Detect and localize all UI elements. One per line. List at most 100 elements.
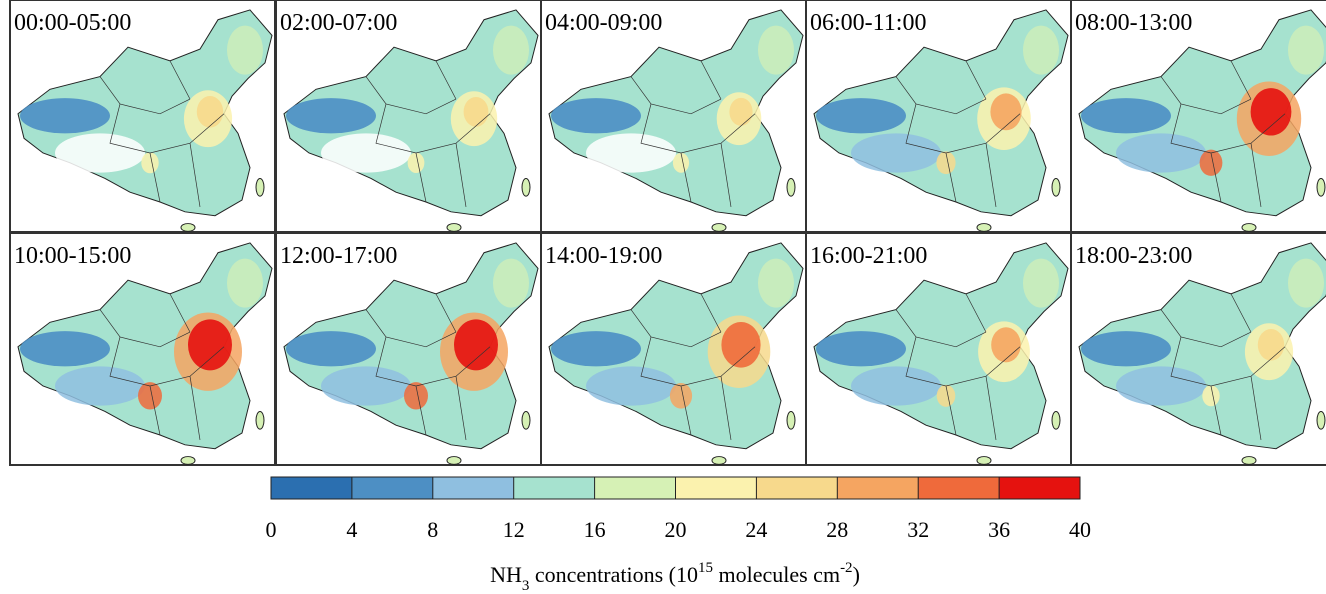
panel-label: 08:00-13:00 — [1075, 10, 1192, 36]
province-lines — [895, 293, 1021, 440]
map — [17, 9, 273, 232]
colorbar-tick-label: 40 — [1069, 517, 1091, 542]
taiwan — [1316, 177, 1326, 197]
region-northeast — [1288, 258, 1324, 308]
region-northeast — [493, 25, 529, 75]
sichuan — [672, 152, 690, 173]
colorbar-segment — [432, 477, 514, 499]
hainan — [1241, 456, 1257, 465]
hotspot-core — [188, 319, 232, 371]
colorbar-segment — [594, 477, 676, 499]
colorbar-label: NH3 concentrations (1015 molecules cm-2) — [490, 560, 860, 594]
sichuan — [1202, 385, 1220, 407]
colorbar-tick-label: 4 — [346, 517, 357, 542]
taiwan — [786, 410, 796, 430]
panel-label: 00:00-05:00 — [14, 10, 131, 36]
label-part: molecules cm — [713, 562, 840, 587]
province-lines — [630, 60, 756, 207]
map-panel: 10:00-15:00 — [9, 232, 276, 466]
taiwan — [1316, 410, 1326, 430]
map — [548, 242, 804, 465]
panel-label: 06:00-11:00 — [810, 10, 926, 36]
sichuan — [669, 382, 693, 409]
colorbar-tick-label: 32 — [907, 517, 929, 542]
taiwan — [521, 410, 531, 430]
colorbar-segment — [999, 477, 1080, 499]
panel-label: 14:00-19:00 — [545, 243, 662, 269]
region-west — [816, 98, 906, 134]
label-part: 3 — [522, 578, 530, 594]
province-lines — [630, 293, 756, 440]
taiwan — [255, 177, 265, 197]
hainan — [1241, 223, 1257, 232]
sichuan — [936, 384, 956, 407]
colorbar-tick-label: 16 — [584, 517, 606, 542]
map-panel: 08:00-13:00 — [1070, 0, 1326, 233]
map-panel: 04:00-09:00 — [540, 0, 807, 233]
region-west — [551, 98, 641, 134]
region-west — [816, 331, 906, 367]
panel-label: 16:00-21:00 — [810, 243, 927, 269]
map-panel: 06:00-11:00 — [805, 0, 1072, 233]
region-northeast — [227, 25, 263, 75]
map-panel: 18:00-23:00 — [1070, 232, 1326, 466]
region-northeast — [758, 25, 794, 75]
region-northeast — [758, 258, 794, 308]
hotspot-core — [454, 319, 498, 371]
colorbar-tick-label: 24 — [745, 517, 767, 542]
hotspot-core — [721, 322, 761, 368]
map — [17, 242, 273, 465]
panel-label: 04:00-09:00 — [545, 10, 662, 36]
map-panel: 00:00-05:00 — [9, 0, 276, 233]
map — [813, 242, 1069, 465]
region-west — [20, 331, 110, 367]
colorbar-tick-label: 36 — [988, 517, 1010, 542]
region-plateau — [55, 366, 145, 406]
region-northeast — [1023, 25, 1059, 75]
region-northeast — [227, 258, 263, 308]
colorbar-segment — [271, 477, 352, 499]
colorbar-tick-label: 28 — [826, 517, 848, 542]
hotspot-core — [1250, 88, 1292, 136]
region-northeast — [493, 258, 529, 308]
region-west — [286, 331, 376, 367]
sichuan — [407, 152, 425, 173]
taiwan — [1051, 177, 1061, 197]
region-northeast — [1023, 258, 1059, 308]
hotspot-core — [1257, 329, 1285, 361]
region-plateau — [321, 366, 411, 406]
colorbar-segment — [837, 477, 919, 499]
label-part: NH — [490, 562, 522, 587]
panel-label: 12:00-17:00 — [280, 243, 397, 269]
sichuan — [936, 151, 956, 175]
colorbar-segment — [513, 477, 595, 499]
region-west — [1081, 98, 1171, 134]
hainan — [446, 456, 462, 465]
hainan — [976, 456, 992, 465]
hainan — [711, 223, 727, 232]
map-panel: 02:00-07:00 — [275, 0, 542, 233]
label-part: -2 — [840, 560, 853, 576]
colorbar-tick-label: 20 — [665, 517, 687, 542]
hainan — [446, 223, 462, 232]
map — [1078, 242, 1326, 465]
province-lines — [99, 60, 225, 207]
hotspot-core — [463, 96, 489, 127]
map — [283, 9, 539, 232]
taiwan — [786, 177, 796, 197]
colorbar-segment — [756, 477, 838, 499]
province-lines — [365, 60, 491, 207]
region-plateau — [586, 133, 676, 173]
region-west — [1081, 331, 1171, 367]
region-northeast — [1288, 25, 1324, 75]
label-part: concentrations (10 — [529, 562, 698, 587]
sichuan — [138, 382, 162, 410]
colorbar-segment — [918, 477, 1000, 499]
colorbar-segment — [675, 477, 757, 499]
label-part: 15 — [698, 560, 713, 576]
map-panel: 14:00-19:00 — [540, 232, 807, 466]
map — [1078, 9, 1326, 232]
region-plateau — [55, 133, 145, 173]
hainan — [180, 456, 196, 465]
